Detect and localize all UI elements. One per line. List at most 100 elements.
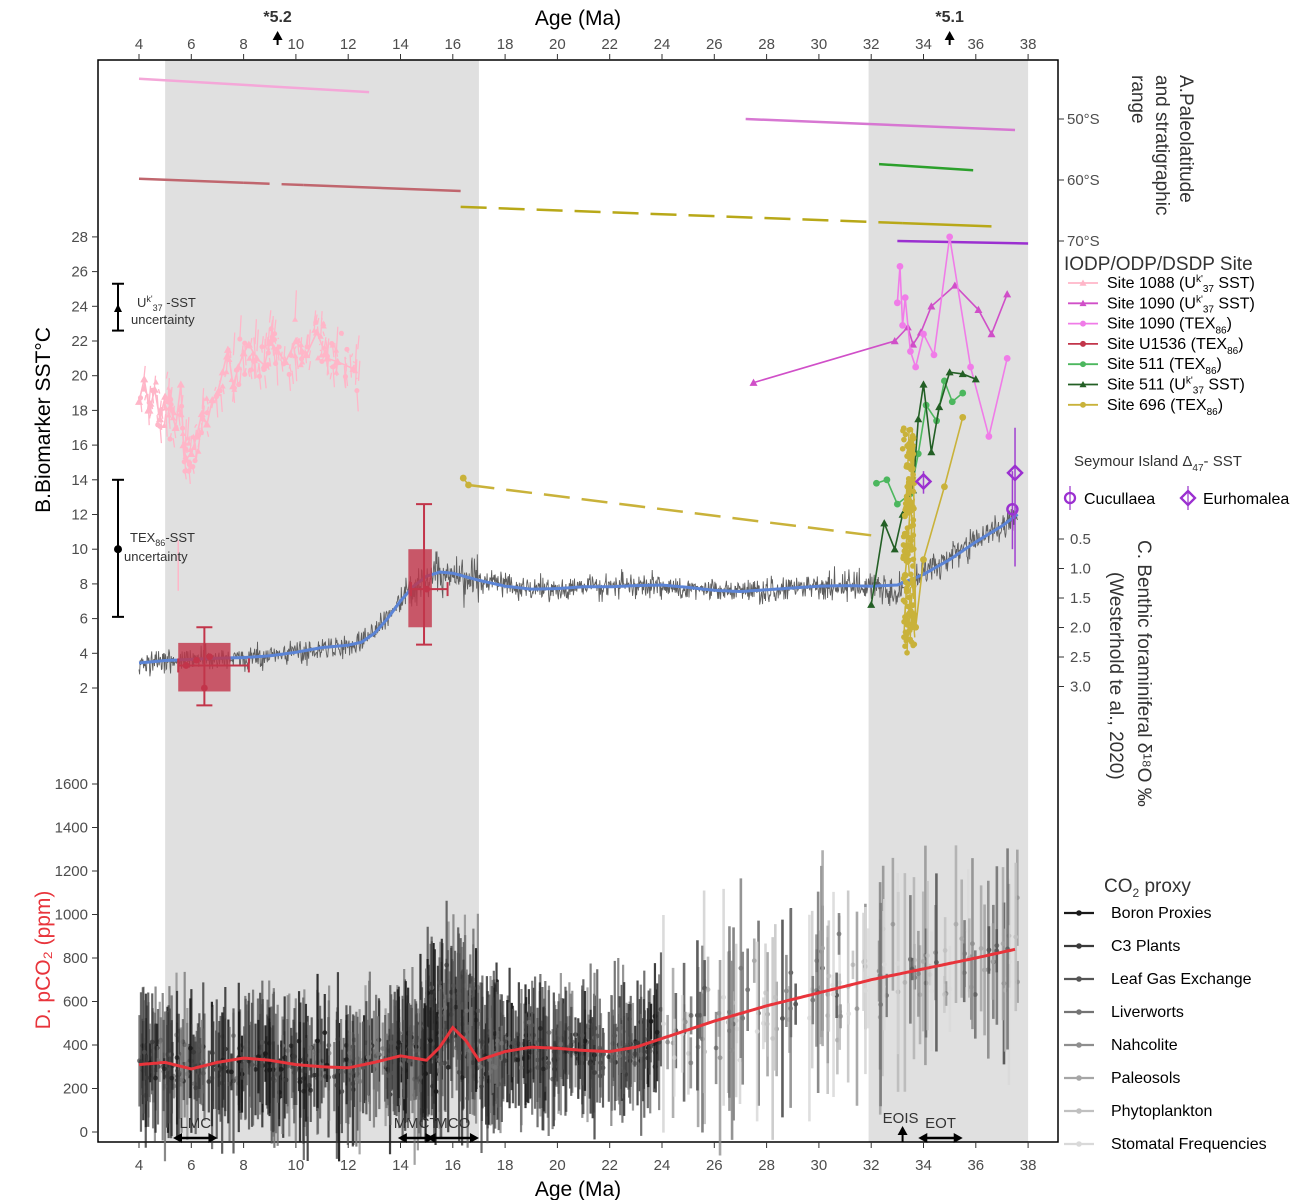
site-696-segment <box>907 478 911 493</box>
bottom-tick-label: 14 <box>392 1157 409 1174</box>
co2-proxy-point <box>288 1043 294 1049</box>
site-1088-segment <box>166 386 169 390</box>
co2-proxy-point <box>307 1045 313 1051</box>
co2-proxy-point <box>751 958 757 964</box>
site-1088-point <box>187 446 194 453</box>
plot-frame <box>97 59 1059 1143</box>
co2-tick-label: 1400 <box>55 820 88 837</box>
site-1088-segment <box>357 335 360 350</box>
co2-proxy-point <box>169 1075 175 1081</box>
sst-tick-label: 26 <box>71 264 88 281</box>
bottom-tick-label: 12 <box>340 1157 357 1174</box>
legend-co2-marker <box>1076 1075 1082 1081</box>
co2-proxy-point <box>915 971 921 977</box>
co2-proxy-point <box>408 1030 414 1036</box>
co2-proxy-point <box>863 988 868 993</box>
site-1088-point <box>352 367 359 374</box>
sst-tick-label: 12 <box>71 507 88 524</box>
site-1088-segment <box>308 361 312 371</box>
series-site-511-uk-37-sst--point <box>945 368 954 376</box>
series-site-1090-tex86--point <box>967 363 974 371</box>
co2-proxy-point <box>437 980 442 986</box>
site-1088-segment <box>239 315 242 340</box>
site-1088-segment <box>168 412 171 429</box>
co2-proxy-point <box>846 1011 852 1017</box>
site-1088-segment <box>254 360 257 378</box>
event-arrow-head <box>918 1133 928 1143</box>
bottom-tick-label: 28 <box>758 1157 775 1174</box>
seymour-eurhomalea-point <box>1006 464 1024 482</box>
site-1088-segment <box>305 334 309 346</box>
panel-a-axis: 50°S 60°S 70°S <box>1058 111 1100 250</box>
uk37-uncertainty-label: uncertainty <box>131 312 195 327</box>
top-tick-label: 12 <box>340 36 357 53</box>
series-site-1090-tex86--point <box>1003 354 1011 362</box>
co2-proxy-point <box>754 1029 760 1034</box>
site-1088-point <box>248 366 255 372</box>
range-site-u1536-tex86- <box>138 177 244 184</box>
legend-site-marker <box>1079 381 1087 388</box>
site-1088-segment <box>143 381 147 385</box>
legend-sites-title: IODP/ODP/DSDP Site <box>1064 254 1253 275</box>
bottom-tick-label: 32 <box>863 1157 880 1174</box>
legend-seymour-title: Seymour Island Δ47- SST <box>1074 453 1242 474</box>
co2-proxy-point <box>191 1049 196 1055</box>
range-site-511-tex86- <box>878 162 974 172</box>
series-site-1088-uk-37-sst--point <box>208 395 217 404</box>
top-age-axis: 4 6 8 10 12 14 16 18 20 22 24 26 28 30 32 34 36 38 <box>135 36 1036 60</box>
co2-proxy-point <box>263 1051 268 1056</box>
site-1088-segment <box>271 336 275 356</box>
legend-site-marker <box>1080 340 1086 347</box>
co2-proxy-point <box>428 1038 433 1043</box>
co2-proxy-point <box>470 985 476 991</box>
legend-site-marker <box>1079 299 1087 307</box>
site-1088-point <box>186 468 192 474</box>
co2-proxy-point <box>231 1033 236 1039</box>
site-1088-segment <box>277 347 280 361</box>
site-1088-segment <box>308 350 312 358</box>
uk37-uncertainty-label: Uk'37 -SST <box>137 294 196 313</box>
co2-proxy-point <box>315 1038 320 1044</box>
site-1088-point <box>311 327 318 333</box>
top-tick-label: 24 <box>654 36 671 53</box>
series-site-1088-dense <box>137 290 361 591</box>
site-1088-point <box>213 394 219 400</box>
site-1088-segment <box>172 438 176 448</box>
legend-co2-marker <box>1076 943 1082 949</box>
site-1088-segment <box>143 386 147 393</box>
series-site-1090-uk-37-sst--line <box>753 284 1008 384</box>
co2-proxy-point <box>587 1061 593 1067</box>
co2-proxy-point <box>934 959 939 965</box>
site-696-point <box>905 581 911 588</box>
site-1088-point <box>157 423 163 429</box>
series-site-1090-uk-37-sst--point <box>1003 290 1012 298</box>
co2-proxy-point <box>705 987 711 992</box>
event-label: MMCT <box>394 1115 439 1132</box>
series-site-1090-uk-37-sst--point <box>974 305 983 313</box>
site-1088-segment <box>159 426 163 444</box>
series-site-511-uk-37-sst--point <box>971 375 980 383</box>
site-696-point <box>906 496 912 503</box>
co2-proxy-point <box>401 1057 407 1062</box>
site-1088-segment <box>344 357 347 372</box>
legend-co2-label: C3 Plants <box>1111 938 1180 955</box>
site-1088-segment <box>320 311 323 337</box>
site-1088-segment <box>237 370 240 373</box>
co2-proxy-point <box>187 1045 193 1051</box>
co2-proxy-point <box>338 1069 344 1075</box>
sst-tick-label: 20 <box>71 368 88 385</box>
series-site-696-tex86--point <box>465 481 472 489</box>
series-site-511-uk-37-sst--point <box>914 415 923 423</box>
co2-proxy-point <box>438 1061 444 1067</box>
site-696-segment <box>904 533 908 551</box>
series-site-1090-uk-37-sst--point <box>749 378 758 386</box>
site-696-segment <box>912 498 916 508</box>
site-696-point <box>911 505 917 512</box>
d18o-tick-label: 3.0 <box>1070 679 1091 696</box>
top-tick-label: 18 <box>497 36 514 53</box>
series-site-1090-tex86--point <box>901 294 909 302</box>
legend-eurhomalea-label: Eurhomalea <box>1203 491 1289 508</box>
legend-site-label: Site 1090 (TEX86) <box>1107 316 1232 337</box>
